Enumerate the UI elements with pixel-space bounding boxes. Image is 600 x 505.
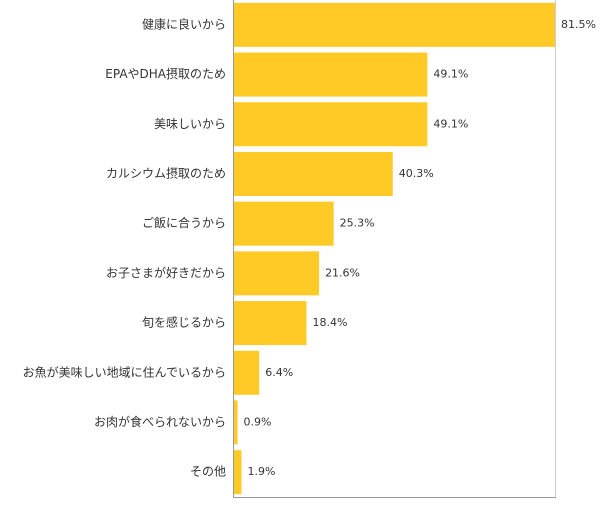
value-label: 1.9% xyxy=(247,465,275,478)
category-label: 健康に良いから xyxy=(142,16,226,31)
value-label: 25.3% xyxy=(340,217,375,230)
category-label: お子さまが好きだから xyxy=(106,265,226,280)
bar xyxy=(234,450,241,494)
category-label: EPAやDHA摂取のため xyxy=(105,66,226,81)
value-label: 49.1% xyxy=(433,68,468,81)
value-label: 49.1% xyxy=(433,117,468,130)
category-label: お魚が美味しい地域に住んでいるから xyxy=(23,364,226,379)
category-label: 美味しいから xyxy=(154,117,226,131)
chart: 健康に良いから 81.5% EPAやDHA摂取のため 49.1% 美味しいから 49.1%… xyxy=(0,0,600,505)
value-label: 81.5% xyxy=(561,18,596,31)
bar xyxy=(234,3,555,47)
category-label: ご飯に合うから xyxy=(142,215,226,230)
bar xyxy=(234,251,319,295)
category-label: カルシウム摂取のため xyxy=(106,165,226,180)
bar xyxy=(234,102,427,146)
value-label: 0.9% xyxy=(244,415,272,428)
bar xyxy=(234,301,306,345)
value-label: 18.4% xyxy=(312,316,347,329)
value-label: 6.4% xyxy=(265,366,293,379)
bar xyxy=(234,53,427,97)
value-label: 40.3% xyxy=(399,167,434,180)
category-label: お肉が食べられないから xyxy=(94,414,226,429)
bar xyxy=(234,400,238,444)
category-label: その他 xyxy=(190,465,226,479)
bar xyxy=(234,351,259,395)
category-label: 旬を感じるから xyxy=(142,315,226,330)
bar xyxy=(234,152,393,196)
bar xyxy=(234,202,334,246)
value-label: 21.6% xyxy=(325,266,360,279)
